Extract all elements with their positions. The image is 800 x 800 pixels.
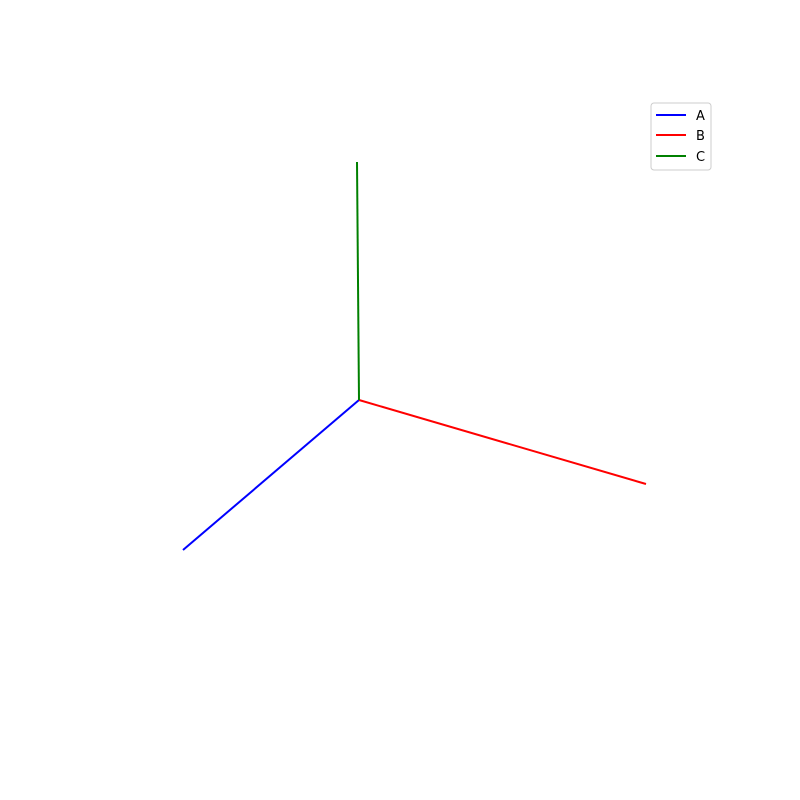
legend: A B C	[650, 102, 712, 171]
legend-entry-a: A	[656, 109, 705, 124]
legend-frame	[650, 102, 712, 171]
axis-lines	[182, 161, 647, 551]
legend-entry-b: B	[656, 129, 705, 144]
series-line-b	[358, 399, 647, 485]
series-line-a	[182, 399, 360, 551]
series-line-c	[356, 161, 360, 401]
legend-label-c: C	[696, 150, 705, 165]
legend-label-b: B	[696, 129, 705, 144]
legend-entry-c: C	[656, 150, 705, 165]
legend-label-a: A	[696, 109, 705, 124]
